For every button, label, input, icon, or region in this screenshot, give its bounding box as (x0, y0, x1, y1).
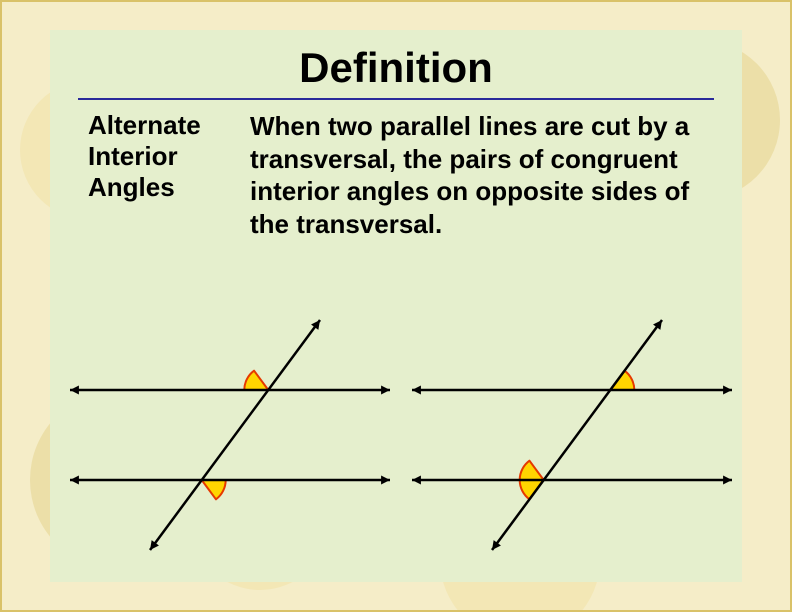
definition-text: When two parallel lines are cut by a tra… (250, 110, 720, 240)
term-label: AlternateInteriorAngles (88, 110, 238, 204)
slide-title: Definition (0, 44, 792, 92)
angles-diagram (60, 275, 732, 575)
slide-canvas: Definition AlternateInteriorAngles When … (0, 0, 792, 612)
title-rule (78, 98, 714, 100)
